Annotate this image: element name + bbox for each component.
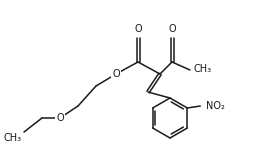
- Text: O: O: [168, 24, 176, 34]
- Text: CH₃: CH₃: [4, 133, 22, 143]
- Text: NO₂: NO₂: [206, 101, 225, 111]
- Text: O: O: [134, 24, 142, 34]
- Text: O: O: [112, 69, 120, 79]
- Text: CH₃: CH₃: [193, 64, 211, 74]
- Text: O: O: [56, 113, 64, 123]
